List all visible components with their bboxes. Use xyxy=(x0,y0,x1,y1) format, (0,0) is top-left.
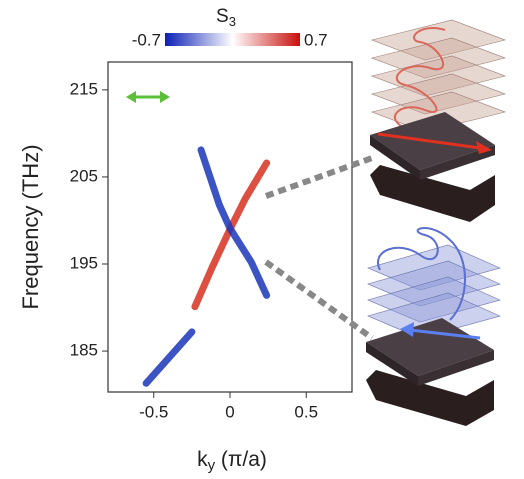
x-label-rest: (π/a) xyxy=(215,448,267,471)
colorbar xyxy=(165,33,300,46)
y-tick-label: 205 xyxy=(70,166,98,185)
device-illustration-top xyxy=(370,19,507,222)
device-illustration-bottom xyxy=(366,227,501,426)
connector xyxy=(264,155,374,199)
colorbar-title-sub: 3 xyxy=(229,14,236,29)
connector xyxy=(264,259,374,341)
colorbar-tick-label: 0.7 xyxy=(304,30,328,49)
band-trace xyxy=(142,146,271,387)
x-label-main: k xyxy=(197,448,208,471)
colorbar-tick-label: -0.7 xyxy=(132,30,161,49)
y-tick-label: 195 xyxy=(70,253,98,272)
colorbar-title: S3 xyxy=(216,6,236,29)
x-tick-label: 0 xyxy=(225,402,234,421)
x-label-sub: y xyxy=(208,457,216,474)
y-axis-label: Frequency (THz) xyxy=(18,144,43,309)
y-tick-label: 185 xyxy=(70,341,98,360)
x-axis-label: ky (π/a) xyxy=(197,448,267,474)
x-tick-label: 0.5 xyxy=(294,402,318,421)
colorbar-title-main: S xyxy=(216,6,229,27)
y-tick-label: 215 xyxy=(70,79,98,98)
polarization-arrow xyxy=(126,91,170,103)
x-tick-label: -0.5 xyxy=(139,402,168,421)
